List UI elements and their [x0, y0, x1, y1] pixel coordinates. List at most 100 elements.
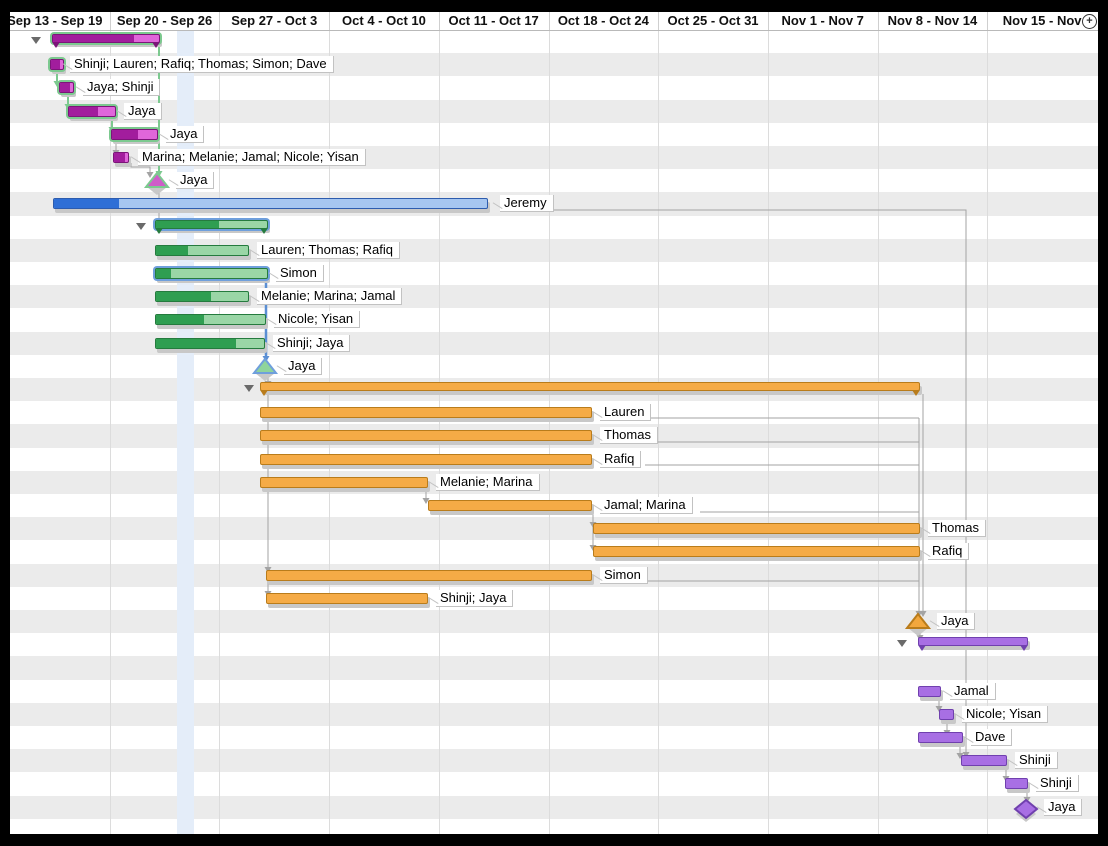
week-gridline: [658, 13, 660, 834]
task-bar[interactable]: [961, 755, 1007, 767]
row-stripe: [0, 169, 1108, 193]
summary-cap-left: [52, 42, 60, 48]
header-separator: [329, 12, 331, 30]
milestone-triangle[interactable]: [250, 356, 282, 384]
task-bar[interactable]: [939, 708, 954, 720]
task-label: Thomas: [600, 427, 658, 445]
row-stripe: [0, 122, 1108, 146]
task-label: Nicole; Yisan: [274, 311, 361, 329]
row-stripe: [0, 470, 1108, 494]
task-label: Jaya: [284, 357, 323, 375]
task-label: Melanie; Marina: [436, 473, 540, 491]
disclosure-triangle[interactable]: [136, 222, 146, 230]
zoom-timeline-icon[interactable]: +: [1082, 14, 1097, 29]
task-bar[interactable]: [260, 476, 428, 488]
task-bar[interactable]: [1005, 778, 1028, 790]
task-bar[interactable]: [113, 152, 129, 163]
header-week-cell: Oct 18 - Oct 24: [557, 13, 649, 28]
summary-bar[interactable]: [918, 637, 1028, 652]
header-week-cell: Oct 4 - Oct 10: [342, 13, 426, 28]
task-label: Shinji; Jaya: [436, 589, 514, 607]
task-progress: [112, 129, 138, 139]
row-stripe: [0, 772, 1108, 796]
row-stripe: [0, 215, 1108, 239]
milestone-triangle[interactable]: [903, 611, 935, 639]
dependency-arrow: [422, 498, 430, 504]
summary-bar[interactable]: [260, 382, 920, 396]
summary-cap-left: [155, 227, 163, 234]
row-stripe: [0, 679, 1108, 703]
task-bar[interactable]: [50, 59, 64, 71]
task-bar[interactable]: [260, 430, 592, 442]
window-frame-bottom: [0, 834, 1108, 846]
summary-cap-right: [152, 42, 160, 48]
task-label: Marina; Melanie; Jamal; Nicole; Yisan: [138, 149, 366, 166]
task-bar[interactable]: [918, 685, 941, 697]
dependency-arrow: [962, 752, 970, 758]
task-bar[interactable]: [155, 268, 268, 279]
task-bar[interactable]: [53, 198, 488, 210]
task-bar[interactable]: [266, 569, 592, 581]
task-bar[interactable]: [155, 291, 249, 303]
task-label: Jamal; Marina: [600, 497, 693, 514]
task-bar[interactable]: [111, 128, 158, 140]
task-progress: [54, 199, 119, 209]
header-week-cell: Nov 1 - Nov 7: [781, 13, 864, 28]
task-label: Nicole; Yisan: [962, 705, 1049, 723]
disclosure-triangle[interactable]: [31, 37, 41, 44]
row-stripe: [0, 586, 1108, 610]
task-bar[interactable]: [155, 337, 265, 349]
week-gridline: [548, 13, 550, 834]
row-stripe: [0, 99, 1108, 123]
summary-cap-left: [260, 390, 268, 396]
window-frame-top: [0, 0, 1108, 12]
task-bar[interactable]: [918, 732, 963, 743]
task-progress: [69, 106, 98, 116]
task-bar[interactable]: [593, 546, 920, 558]
task-bar[interactable]: [260, 407, 592, 419]
milestone-icon: [1013, 798, 1039, 822]
row-stripe: [0, 702, 1108, 726]
week-gridline: [767, 13, 769, 834]
row-stripe: [0, 517, 1108, 541]
milestone-triangle[interactable]: [142, 170, 174, 198]
task-progress: [53, 35, 134, 42]
summary-cap-right: [1020, 645, 1028, 652]
task-bar[interactable]: [59, 82, 74, 94]
summary-cap-left: [918, 645, 926, 652]
header-separator: [548, 12, 550, 30]
task-label: Simon: [276, 265, 324, 282]
week-gridline: [987, 13, 989, 834]
disclosure-triangle[interactable]: [244, 385, 254, 392]
row-stripe: [0, 610, 1108, 634]
timeline-header: Sep 13 - Sep 19 Sep 20 - Sep 26 Sep 27 - O…: [0, 12, 1108, 31]
task-bar[interactable]: [593, 523, 920, 535]
summary-bar[interactable]: [52, 34, 160, 48]
week-gridline: [877, 13, 879, 834]
week-gridline: [219, 13, 221, 834]
task-bar[interactable]: [428, 500, 592, 511]
summary-bar[interactable]: [155, 219, 268, 234]
row-stripe: [0, 656, 1108, 680]
task-label: Shinji: [1015, 752, 1058, 770]
task-bar[interactable]: [260, 453, 592, 465]
task-progress: [156, 269, 171, 278]
summary-cap-right: [260, 227, 268, 234]
milestone-diamond[interactable]: [1011, 797, 1043, 825]
week-gridline: [438, 13, 440, 834]
task-label: Jamal: [950, 682, 996, 700]
milestone-icon: [251, 357, 279, 381]
task-bar[interactable]: [68, 105, 116, 117]
task-bar[interactable]: [155, 314, 266, 326]
task-label: Lauren; Thomas; Rafiq: [257, 241, 400, 259]
header-separator: [767, 12, 769, 30]
disclosure-triangle[interactable]: [897, 640, 907, 648]
milestone-icon: [904, 612, 932, 636]
task-bar[interactable]: [266, 592, 428, 604]
task-bar[interactable]: [155, 244, 249, 256]
header-week-cell: Nov 8 - Nov 14: [887, 13, 978, 28]
header-separator: [109, 12, 111, 30]
dependency-arrow: [53, 81, 61, 87]
